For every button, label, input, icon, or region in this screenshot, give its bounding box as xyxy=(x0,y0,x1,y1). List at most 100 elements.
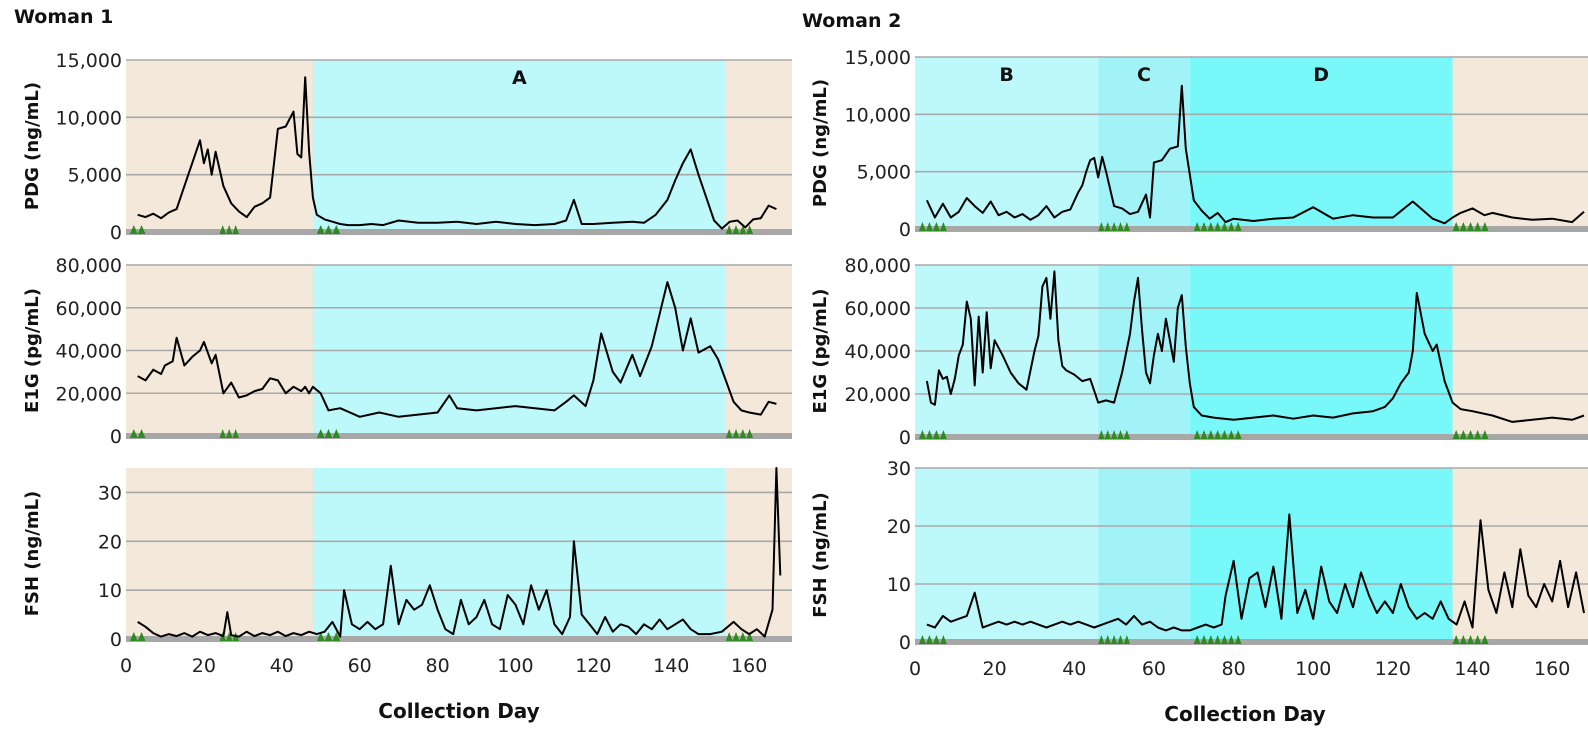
sample-marker xyxy=(1098,430,1131,439)
sample-marker xyxy=(918,222,947,231)
chart-1: Woman 1 0 5,000 10,000 15,000 PDG (ng/mL) A 0 20… xyxy=(14,6,792,723)
region-label: D xyxy=(1313,64,1329,86)
x-tick-label: 0 xyxy=(909,658,921,680)
region-band xyxy=(915,468,1099,642)
y-tick-label: 0 xyxy=(899,632,911,654)
y-tick-label: 10,000 xyxy=(845,104,911,126)
sample-marker xyxy=(1193,222,1242,231)
y-tick-label: 60,000 xyxy=(56,298,122,320)
series-line xyxy=(137,76,777,230)
region-band xyxy=(1098,468,1190,642)
region-band xyxy=(1189,57,1453,229)
baseline-bar xyxy=(126,636,792,642)
sample-marker xyxy=(1452,430,1489,439)
y-tick-label: 5,000 xyxy=(68,165,122,187)
y-tick-label: 0 xyxy=(110,629,122,651)
region-label: B xyxy=(999,64,1013,86)
y-tick-label: 30 xyxy=(98,482,122,504)
y-tick-label: 5,000 xyxy=(857,162,911,184)
sample-marker xyxy=(1452,222,1489,231)
x-axis-label: Collection Day xyxy=(378,699,539,723)
y-axis-label: E1G (pg/mL) xyxy=(810,289,831,414)
x-tick-label: 120 xyxy=(575,655,611,677)
sample-marker xyxy=(1098,222,1131,231)
series-line xyxy=(137,281,777,418)
x-tick-label: 20 xyxy=(983,658,1007,680)
y-tick-label: 10,000 xyxy=(56,107,122,129)
sample-marker xyxy=(918,430,947,439)
panel-1: 0 5,000 10,000 15,000 PDG (ng/mL) A xyxy=(22,50,792,244)
sample-marker xyxy=(1098,635,1131,644)
region-band xyxy=(312,468,726,639)
x-tick-label: 40 xyxy=(270,655,294,677)
x-axis-label: Collection Day xyxy=(1164,702,1325,726)
baseline-bar xyxy=(915,226,1588,232)
x-tick-label: 100 xyxy=(497,655,533,677)
series-line xyxy=(925,270,1585,423)
sample-marker xyxy=(129,429,146,438)
sample-marker xyxy=(1193,635,1242,644)
sample-marker xyxy=(725,632,754,641)
y-axis-label: PDG (ng/mL) xyxy=(810,79,831,207)
y-axis-label: PDG (ng/mL) xyxy=(22,82,43,210)
region-band xyxy=(126,60,313,232)
y-tick-label: 20 xyxy=(887,516,911,538)
series-line xyxy=(926,513,1585,632)
y-tick-label: 40,000 xyxy=(845,341,911,363)
baseline-bar xyxy=(126,433,792,439)
sample-marker xyxy=(725,225,754,234)
y-tick-label: 0 xyxy=(899,427,911,449)
y-tick-label: 40,000 xyxy=(56,341,122,363)
sample-marker xyxy=(1452,635,1489,644)
sample-marker xyxy=(129,225,146,234)
sample-marker xyxy=(1193,430,1242,439)
y-axis-label: FSH (ng/mL) xyxy=(810,492,831,618)
x-tick-label: 20 xyxy=(192,655,216,677)
sample-marker xyxy=(316,225,341,234)
y-axis-label: FSH (ng/mL) xyxy=(22,491,43,617)
y-tick-label: 20,000 xyxy=(845,384,911,406)
x-tick-label: 140 xyxy=(1454,658,1490,680)
region-band xyxy=(1189,468,1453,642)
panel-3: 0 10 20 30 FSH (ng/mL) xyxy=(22,467,792,651)
region-label: A xyxy=(512,67,527,89)
y-tick-label: 60,000 xyxy=(845,298,911,320)
x-tick-label: 60 xyxy=(1142,658,1166,680)
x-tick-label: 120 xyxy=(1375,658,1411,680)
x-tick-label: 0 xyxy=(120,655,132,677)
baseline-bar xyxy=(915,639,1588,645)
x-tick-label: 80 xyxy=(425,655,449,677)
panel-3: 0 10 20 30 FSH (ng/mL) xyxy=(810,458,1588,654)
y-tick-label: 15,000 xyxy=(56,50,122,72)
region-band xyxy=(1452,57,1588,229)
x-tick-label: 160 xyxy=(731,655,767,677)
panel-2: 0 20,000 40,000 60,000 80,000 E1G (pg/mL) xyxy=(810,255,1588,449)
baseline-bar xyxy=(915,434,1588,440)
sample-marker xyxy=(316,632,341,641)
region-band xyxy=(915,57,1099,229)
y-tick-label: 0 xyxy=(899,219,911,241)
y-tick-label: 80,000 xyxy=(845,255,911,277)
sample-marker xyxy=(129,632,146,641)
sample-marker xyxy=(316,429,341,438)
y-tick-label: 30 xyxy=(887,458,911,480)
y-tick-label: 15,000 xyxy=(845,47,911,69)
region-band xyxy=(725,60,792,232)
y-tick-label: 80,000 xyxy=(56,255,122,277)
sample-marker xyxy=(918,635,947,644)
y-tick-label: 0 xyxy=(110,426,122,448)
y-tick-label: 0 xyxy=(110,222,122,244)
sample-marker xyxy=(219,429,239,438)
region-band xyxy=(126,468,313,639)
y-axis-label: E1G (pg/mL) xyxy=(22,288,43,413)
x-tick-label: 160 xyxy=(1534,658,1570,680)
panel-2: 0 20,000 40,000 60,000 80,000 E1G (pg/mL) xyxy=(22,255,792,448)
x-tick-label: 100 xyxy=(1295,658,1331,680)
y-tick-label: 10 xyxy=(887,574,911,596)
y-tick-label: 20 xyxy=(98,531,122,553)
x-tick-label: 60 xyxy=(348,655,372,677)
y-tick-label: 10 xyxy=(98,580,122,602)
region-band xyxy=(312,60,726,232)
